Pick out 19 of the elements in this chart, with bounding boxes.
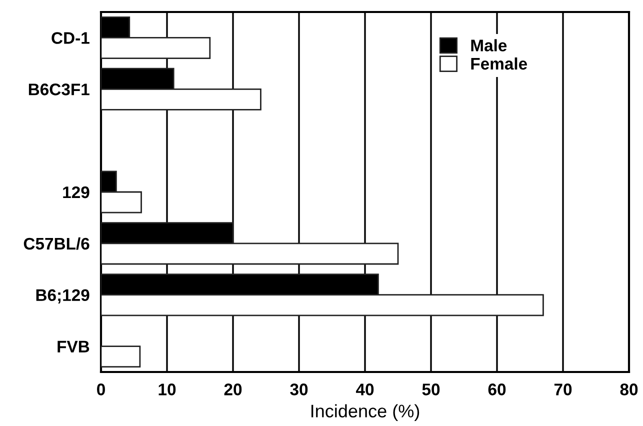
legend-label: Male [471,39,507,52]
y-tick-label: FVB [58,340,90,352]
x-tick-label: 80 [620,384,638,396]
y-tick-label: CD-1 [52,32,90,44]
x-tick-label: 20 [224,384,242,396]
x-axis-title: Incidence (%) [311,404,420,422]
x-tick-label: 50 [422,384,440,396]
x-tick-label: 30 [290,384,308,396]
x-tick-label: 60 [488,384,506,396]
y-tick-label: 129 [63,186,90,198]
y-tick-label: B6C3F1 [28,84,90,96]
x-tick-label: 70 [554,384,572,396]
x-tick-label: 10 [158,384,176,396]
x-tick-label: 40 [356,384,374,396]
bar [101,346,141,368]
x-tick-label: 0 [97,384,105,396]
y-tick-label: C57BL/6 [24,237,90,250]
legend-label: Female [471,57,528,70]
y-tick-label: B6;129 [36,289,90,304]
